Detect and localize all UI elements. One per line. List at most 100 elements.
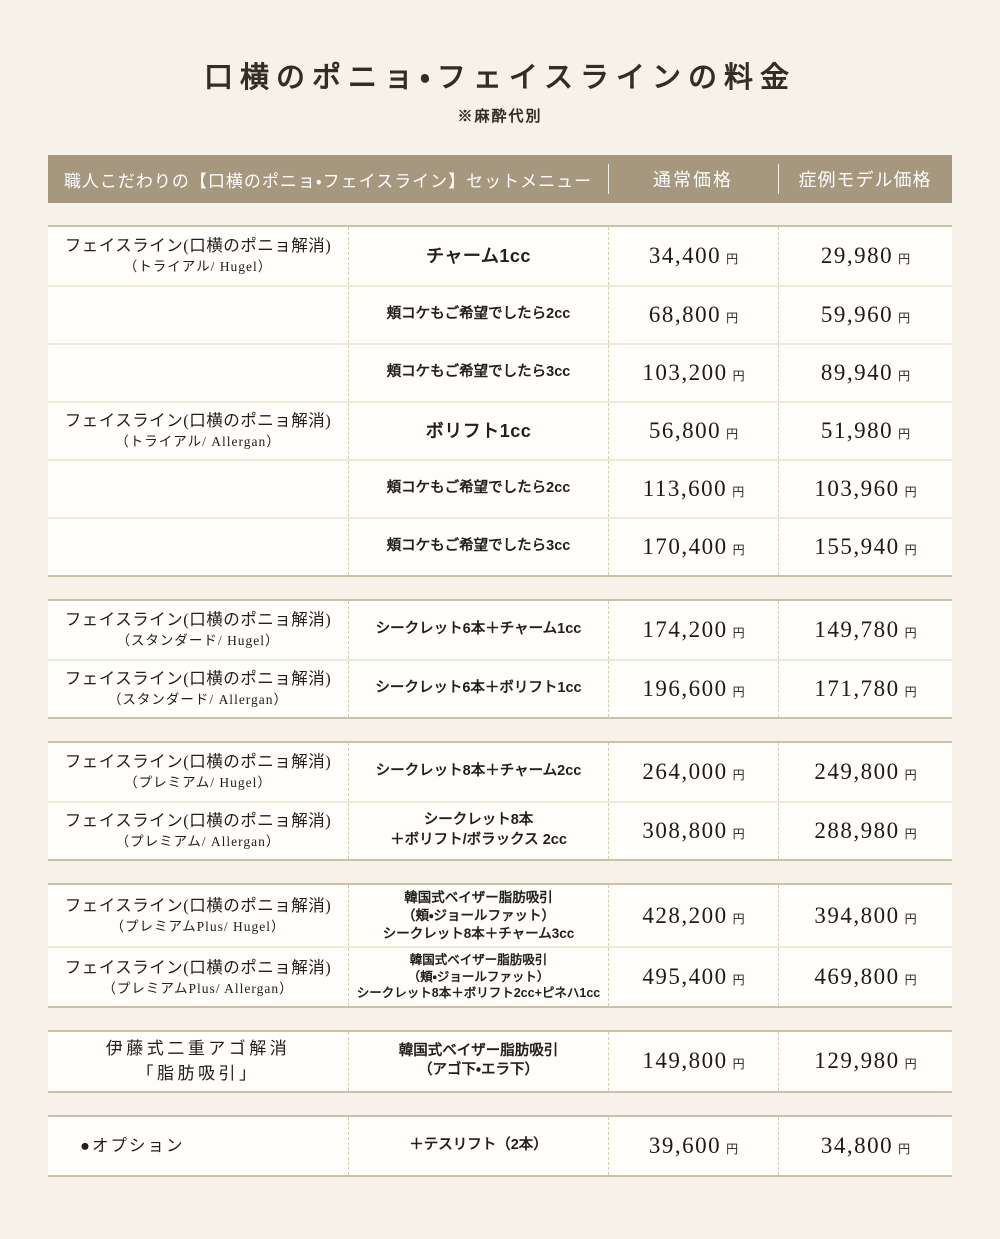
price: 469,800 円 [814,964,916,990]
price: 170,400 円 [642,534,744,560]
price-unit: 円 [904,911,917,926]
table-row: フェイスライン(口横のポニョ解消) （プレミアムPlus/ Allergan） 韓国… [48,946,952,1006]
menu-cell: 韓国式ベイザー脂肪吸引 （頬・ジョールファット） シークレット8本＋チャーム3cc [348,885,608,947]
price-group: 伊藤式二重アゴ解消 「脂肪吸引」 韓国式ベイザー脂肪吸引 （アゴ下・エラ下） 149,8… [48,1029,952,1093]
menu-line: 頬コケもご希望でしたら3cc [386,364,571,381]
price-unit: 円 [732,485,745,499]
menu-line: シークレット8本＋チャーム2cc [375,763,582,780]
price: 308,800 円 [642,818,744,844]
regular-price-cell: 428,200 円 [608,885,778,947]
table-body: フェイスライン(口横のポニョ解消) （トライアル/ Hugel） チャーム1cc 34… [48,225,952,1177]
price: 149,780 円 [814,617,916,643]
table-row: 頬コケもご希望でしたら2cc 113,600 円 103,960 円 [48,459,952,517]
regular-price-cell: 264,000 円 [608,743,778,801]
treatment-name-cell [48,461,348,517]
treatment-name-line: フェイスライン(口横のポニョ解消) [64,411,332,431]
header-menu-label: 職人こだわりの【口横のポニョ・フェイスライン】セットメニュー [63,171,593,191]
table-row: フェイスライン(口横のポニョ解消) （プレミアム/ Hugel） シークレット8本＋… [48,743,952,801]
menu-line: ＋テスリフト（2本） [409,1137,548,1154]
price-value: 264,000 [642,759,728,784]
price-value: 103,200 [642,360,728,385]
menu-line: 頬コケもご希望でしたら2cc [386,306,571,323]
price: 59,960 円 [821,302,910,328]
menu-line: シークレット6本＋チャーム1cc [375,621,582,638]
model-price-cell: 249,800 円 [778,743,952,801]
price-unit: 円 [898,1141,911,1156]
price: 171,780 円 [814,676,916,702]
treatment-name-cell [48,519,348,575]
price: 34,400 円 [649,243,738,269]
price-value: 288,980 [814,818,900,843]
table-row: フェイスライン(口横のポニョ解消) （スタンダード/ Allergan） シークレッ… [48,659,952,717]
price: 29,980 円 [821,243,910,269]
price: 89,940 円 [821,360,910,386]
price: 56,800 円 [649,418,738,444]
treatment-name-line: フェイスライン(口横のポニョ解消) [64,752,332,772]
menu-line: ＋ボリフト/ボラックス 2cc [390,832,567,848]
price-group: フェイスライン(口横のポニョ解消) （スタンダード/ Hugel） シークレット6本… [48,599,952,719]
treatment-name-cell: 伊藤式二重アゴ解消 「脂肪吸引」 [48,1032,348,1091]
price-value: 59,960 [820,302,894,327]
price-unit: 円 [726,311,739,325]
model-price-cell: 29,980 円 [778,227,952,285]
price-value: 155,940 [814,534,900,559]
price: 149,800 円 [642,1048,744,1074]
regular-price-cell: 56,800 円 [608,403,778,459]
price-value: 149,780 [814,617,900,642]
menu-cell: シークレット6本＋チャーム1cc [348,601,608,659]
model-price-cell: 34,800 円 [778,1116,952,1175]
price: 249,800 円 [814,759,916,785]
treatment-name-cell [48,287,348,343]
model-price-cell: 59,960 円 [778,287,952,343]
treatment-name-line: フェイスライン(口横のポニョ解消) [64,236,332,256]
model-price-cell: 469,800 円 [778,948,952,1006]
menu-line: 韓国式ベイザー脂肪吸引 [404,890,553,905]
price: 103,200 円 [642,360,744,386]
menu-line: （アゴ下・エラ下） [418,1062,539,1079]
price-unit: 円 [732,768,745,782]
treatment-name-line: （プレミアム/ Hugel） [124,775,272,791]
price: 155,940 円 [814,534,916,560]
price: 68,800 円 [649,302,738,328]
table-row: フェイスライン(口横のポニョ解消) （トライアル/ Allergan） ボリフト1c… [48,401,952,459]
price-value: 469,800 [814,964,900,990]
price: 394,800 円 [814,903,916,929]
regular-price-cell: 196,600 円 [608,661,778,717]
price: 34,800 円 [821,1133,910,1159]
menu-cell: シークレット6本＋ボリフト1cc [348,661,608,717]
treatment-name-line: 「脂肪吸引」 [136,1064,260,1084]
price: 51,980 円 [821,418,910,444]
price-value: 495,400 [642,964,728,990]
price-value: 89,940 [820,360,894,385]
price-value: 51,980 [820,418,894,443]
regular-price-cell: 103,200 円 [608,345,778,401]
price: 264,000 円 [642,759,744,785]
page-title: 口横のポニョ・フェイスラインの料金 [204,62,796,94]
price-unit: 円 [732,973,745,988]
model-price-cell: 51,980 円 [778,403,952,459]
menu-cell: 頬コケもご希望でしたら2cc [348,287,608,343]
treatment-name-line: 伊藤式二重アゴ解消 [105,1038,291,1058]
treatment-name-line: （プレミアム/ Allergan） [115,834,281,850]
price-value: 174,200 [642,617,728,642]
price-value: 196,600 [642,676,728,701]
header-regular-price-label: 通常価格 [608,155,778,203]
price: 428,200 円 [642,903,744,929]
menu-cell: 頬コケもご希望でしたら3cc [348,345,608,401]
menu-cell: シークレット8本 ＋ボリフト/ボラックス 2cc [348,803,608,859]
treatment-name-cell: フェイスライン(口横のポニョ解消) （トライアル/ Allergan） [48,403,348,459]
price: 495,400 円 [642,964,744,990]
price-unit: 円 [898,311,911,325]
treatment-name-cell: フェイスライン(口横のポニョ解消) （スタンダード/ Hugel） [48,601,348,659]
treatment-name-line: （スタンダード/ Allergan） [107,692,289,708]
table-row: フェイスライン(口横のポニョ解消) （プレミアムPlus/ Hugel） 韓国式ベイ… [48,885,952,947]
anesthesia-note: ※麻酔代別 [457,109,543,125]
treatment-name-line: フェイスライン(口横のポニョ解消) [64,669,332,689]
regular-price-cell: 68,800 円 [608,287,778,343]
treatment-name-line: （スタンダード/ Hugel） [116,633,280,649]
price-value: 103,960 [814,476,900,501]
price-unit: 円 [898,252,911,266]
treatment-name-line: （プレミアムPlus/ Allergan） [102,980,294,996]
table-row: ●オプション ＋テスリフト（2本） 39,600 円 34,800 円 [48,1116,952,1175]
price-unit: 円 [904,626,917,640]
